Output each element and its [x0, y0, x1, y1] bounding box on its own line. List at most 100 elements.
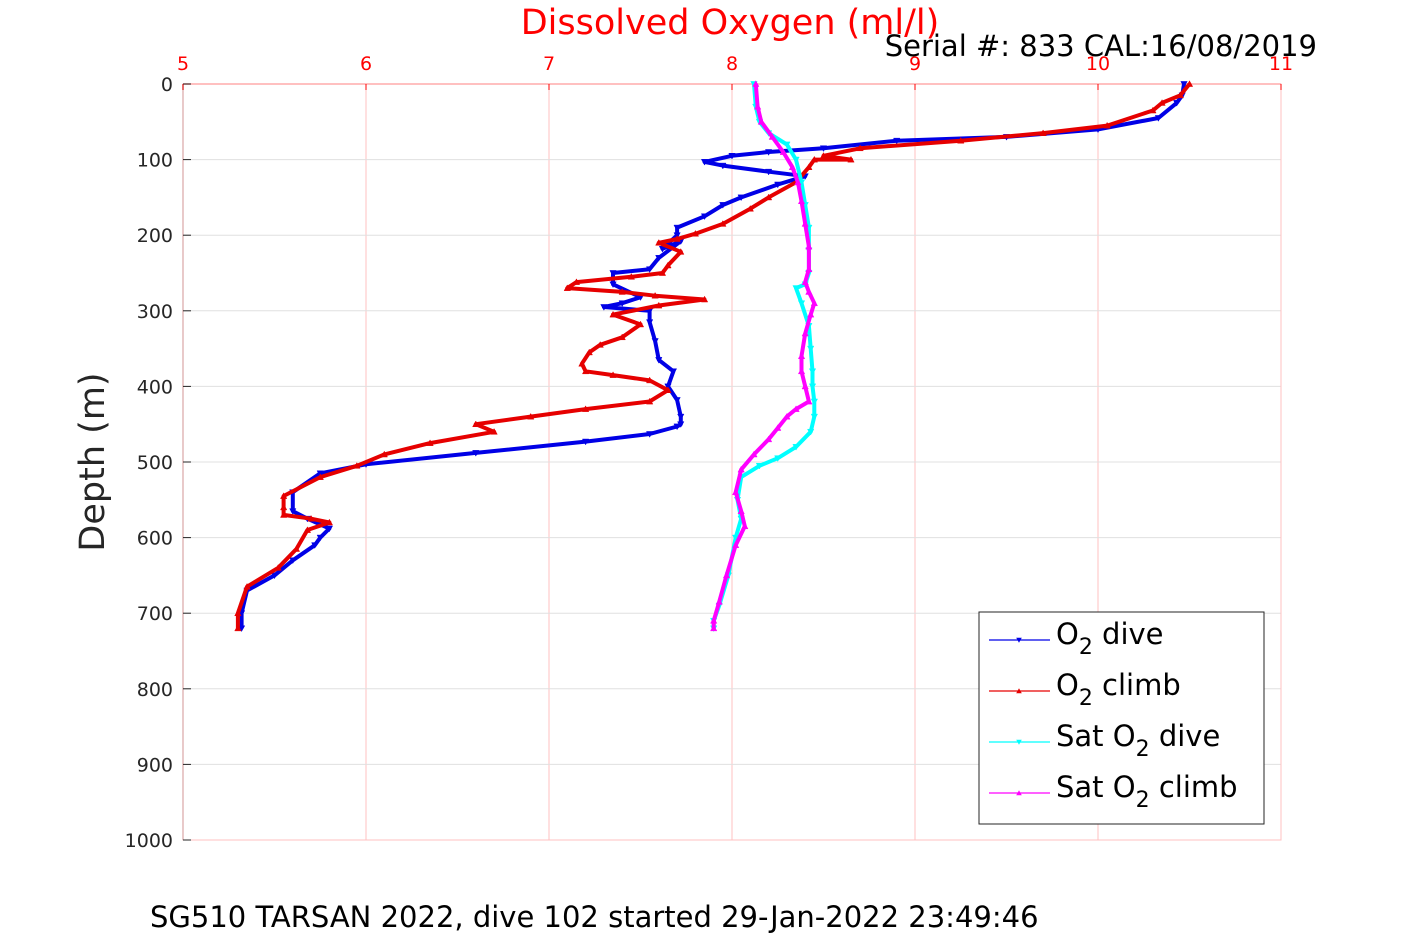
sensor-serial-calibration: Serial #: 833 CAL:16/08/2019	[885, 29, 1317, 63]
sat-o2-dive-point	[792, 156, 800, 164]
o2-dive-point	[1154, 115, 1163, 122]
legend-label: Sat O2 dive	[1056, 719, 1220, 762]
o2-dive-point	[774, 181, 782, 189]
chart-title: Dissolved Oxygen (ml/l)	[521, 3, 940, 43]
o2-climb-point	[581, 367, 590, 375]
sat-o2-climb-point	[710, 624, 718, 632]
legend-marker	[1016, 790, 1022, 796]
o2-dive-point	[655, 357, 663, 364]
o2-climb-point	[563, 284, 571, 291]
o2-climb-point	[596, 341, 604, 348]
o2-dive-point	[609, 270, 617, 277]
legend-marker	[1016, 688, 1022, 694]
o2-dive-point	[472, 450, 480, 457]
o2-dive-point	[646, 266, 654, 273]
sat-o2-climb-point	[752, 80, 760, 87]
o2-climb-point	[303, 526, 312, 533]
sat-o2-climb-point	[788, 163, 797, 170]
o2-climb-point	[572, 278, 581, 285]
o2-climb-point	[627, 273, 635, 280]
sat-o2-dive-point	[797, 300, 806, 307]
sat-o2-climb-line	[711, 83, 817, 629]
o2-dive-point	[673, 224, 681, 232]
o2-climb-point	[609, 371, 617, 378]
dive-caption: SG510 TARSAN 2022, dive 102 started 29-J…	[150, 900, 1039, 934]
o2-dive-point	[677, 413, 685, 421]
sat-o2-climb-point	[807, 310, 815, 318]
y-tick-label: 500	[137, 452, 173, 474]
o2-climb-point	[664, 386, 672, 393]
x-tick-label: 6	[360, 53, 372, 75]
sat-o2-climb-point	[792, 405, 800, 412]
legend-label: O2 climb	[1056, 668, 1181, 711]
o2-dive-point	[700, 159, 709, 166]
x-tick-label: 7	[543, 53, 555, 75]
o2-dive-point	[609, 281, 617, 289]
o2-climb-point	[746, 205, 754, 212]
o2-climb-point	[609, 310, 617, 318]
o2-climb-point	[636, 320, 645, 328]
o2-climb-point	[307, 514, 315, 522]
o2-climb-point	[1185, 80, 1194, 87]
series-sat-o2-climb	[710, 80, 818, 632]
series-group	[234, 80, 1194, 633]
sat-o2-climb-point	[797, 367, 806, 375]
o2-dive-point	[311, 542, 319, 549]
sat-o2-climb-point	[801, 382, 809, 390]
o2-climb-point	[1158, 99, 1166, 106]
o2-dive-point	[646, 319, 654, 326]
o2-dive-point	[719, 202, 727, 209]
o2-dive-point	[673, 423, 681, 431]
legend-label: Sat O2 climb	[1056, 770, 1238, 813]
o2-climb-point	[581, 405, 590, 412]
o2-climb-point	[527, 412, 535, 420]
y-tick-label: 1000	[125, 830, 173, 852]
o2-climb-point	[618, 288, 626, 295]
o2-dive-point	[673, 397, 681, 404]
y-tick-label: 100	[137, 150, 173, 172]
o2-climb-point	[658, 269, 667, 276]
o2-dive-point	[646, 431, 654, 438]
o2-dive-point	[728, 153, 736, 160]
o2-dive-point	[719, 162, 727, 170]
legend-item-sat-o2-climb: Sat O2 climb	[989, 770, 1238, 813]
x-tick-label: 11	[1269, 53, 1293, 75]
o2-climb-point	[1176, 91, 1184, 99]
legend: O2 dive O2 climb Sat O2 dive Sat O2 climb	[978, 611, 1265, 825]
o2-dive-point	[270, 572, 279, 580]
sat-o2-dive-point	[792, 285, 800, 292]
sat-o2-climb-point	[737, 507, 745, 514]
o2-dive-point	[316, 534, 324, 542]
o2-climb-point	[646, 376, 654, 384]
sat-o2-climb-point	[805, 397, 813, 405]
sat-o2-dive-point	[808, 368, 817, 375]
sat-o2-climb-point	[715, 598, 723, 605]
o2-dive-point	[1173, 100, 1181, 107]
y-tick-label: 600	[137, 528, 173, 550]
legend-item-o2-dive: O2 dive	[989, 617, 1164, 660]
o2-climb-point	[664, 261, 672, 269]
o2-climb-point	[719, 220, 727, 227]
o2-climb-point	[325, 518, 334, 526]
sat-o2-climb-point	[783, 412, 791, 420]
sat-o2-climb-point	[741, 522, 749, 530]
y-axis-ticks: 0 100 200 300 400 500 600 700 800 900 1000	[125, 74, 191, 852]
sat-o2-climb-point	[750, 450, 758, 458]
sat-o2-climb-point	[794, 178, 802, 186]
sat-o2-climb-point	[732, 541, 740, 548]
legend-marker	[1016, 739, 1022, 745]
o2-climb-point	[353, 462, 361, 469]
o2-climb-point	[957, 136, 965, 144]
o2-climb-point	[585, 348, 593, 356]
o2-dive-point	[655, 255, 663, 262]
sat-o2-climb-point	[779, 148, 787, 155]
o2-climb-point	[280, 492, 288, 499]
sat-o2-climb-point	[801, 329, 809, 337]
sat-o2-climb-point	[801, 220, 809, 227]
o2-climb-point	[810, 155, 818, 163]
sat-o2-climb-point	[764, 435, 773, 443]
o2-climb-point	[274, 564, 282, 571]
x-tick-label: 10	[1086, 53, 1110, 75]
